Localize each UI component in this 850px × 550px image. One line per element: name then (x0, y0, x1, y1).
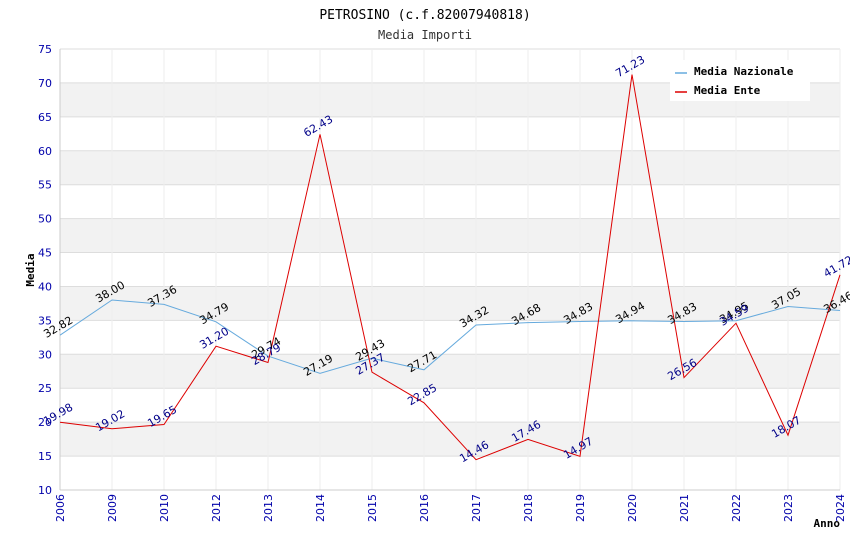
data-label-ente: 71.23 (613, 53, 647, 80)
y-tick-label: 25 (38, 382, 52, 395)
legend: Media Nazionale Media Ente (670, 60, 810, 101)
y-tick-label: 60 (38, 145, 52, 158)
y-axis-label: Media (24, 253, 37, 286)
grid-band (60, 354, 840, 389)
y-tick-label: 65 (38, 111, 52, 124)
x-tick-label: 2017 (470, 494, 483, 522)
x-tick-label: 2021 (678, 494, 691, 522)
x-tick-label: 2018 (522, 494, 535, 522)
chart-title: PETROSINO (c.f.82007940818) (319, 8, 530, 23)
x-tick-label: 2024 (834, 494, 847, 522)
x-axis-label: Anno (814, 517, 841, 530)
y-tick-label: 50 (38, 213, 52, 226)
series-line-nazionale (59, 299, 841, 374)
legend-label-ente: Media Ente (694, 84, 761, 97)
y-tick-label: 55 (38, 179, 52, 192)
x-tick-labels: 2006 2009 2010 2012 2013 2014 2015 2016 2017 2018… (54, 494, 847, 522)
data-label-ente: 31.20 (197, 325, 231, 352)
x-tick-label: 2014 (314, 494, 327, 522)
y-tick-label: 15 (38, 450, 52, 463)
x-tick-label: 2015 (366, 494, 379, 522)
x-tick-label: 2022 (730, 494, 743, 522)
x-tick-label: 2019 (574, 494, 587, 522)
series-lines (59, 74, 841, 461)
grid-band (60, 286, 840, 321)
x-tick-label: 2023 (782, 494, 795, 522)
axes (59, 49, 840, 491)
x-tick-label: 2013 (262, 494, 275, 522)
grid-band (60, 150, 840, 185)
legend-box (670, 60, 810, 101)
x-tick-label: 2020 (626, 494, 639, 522)
x-tick-label: 2012 (210, 494, 223, 522)
chart-subtitle: Media Importi (378, 28, 472, 42)
y-tick-labels: 10 15 20 25 30 35 40 45 50 55 60 65 70 75 (38, 43, 52, 497)
y-tick-label: 40 (38, 280, 52, 293)
y-tick-label: 20 (38, 416, 52, 429)
grid-lines (59, 48, 841, 491)
grid-band (60, 422, 840, 457)
x-tick-label: 2009 (106, 494, 119, 522)
series-line-ente (59, 74, 841, 461)
x-tick-label: 2016 (418, 494, 431, 522)
y-tick-label: 75 (38, 43, 52, 56)
y-tick-label: 10 (38, 484, 52, 497)
y-tick-label: 70 (38, 77, 52, 90)
y-tick-label: 45 (38, 247, 52, 260)
legend-label-nazionale: Media Nazionale (694, 65, 794, 78)
y-tick-label: 35 (38, 314, 52, 327)
y-tick-label: 30 (38, 348, 52, 361)
x-tick-label: 2006 (54, 494, 67, 522)
data-label-ente: 41.72 (821, 253, 850, 280)
grid-band (60, 218, 840, 253)
grid-bands (60, 82, 840, 457)
x-tick-label: 2010 (158, 494, 171, 522)
